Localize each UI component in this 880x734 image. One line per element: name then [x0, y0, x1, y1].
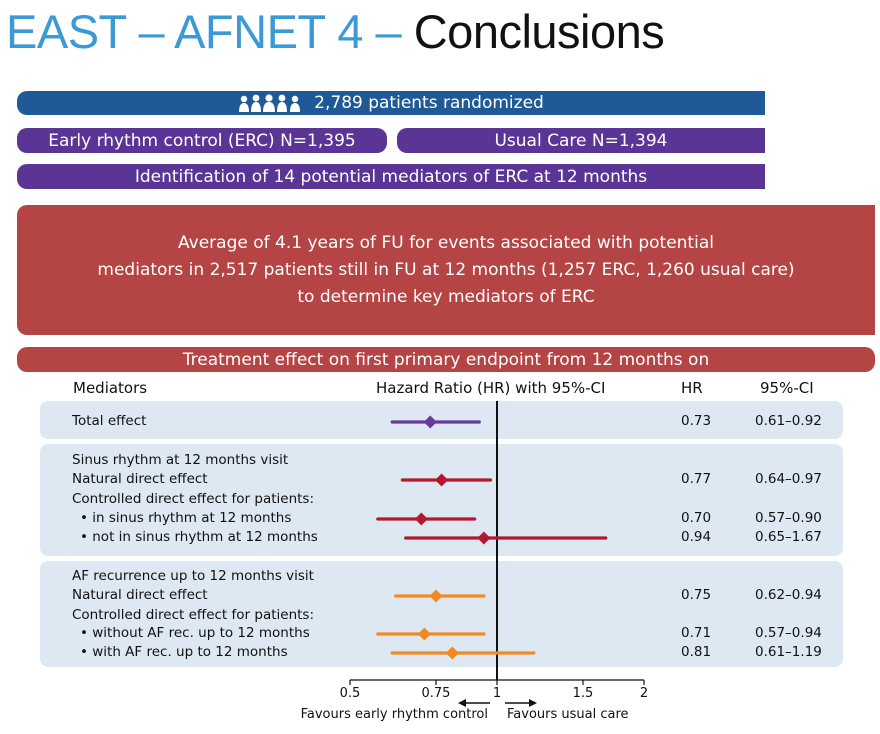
row-ci-value: 0.64–0.97 — [755, 471, 822, 487]
row-ci-value: 0.61–0.92 — [755, 413, 822, 429]
randomized-label: 2,789 patients randomized — [314, 93, 544, 113]
patients-icon — [239, 94, 301, 112]
panel-af-recurrence — [40, 561, 843, 667]
row-hr-value: 0.75 — [681, 587, 712, 603]
row-label: • not in sinus rhythm at 12 months — [80, 529, 318, 545]
group-label-af: AF recurrence up to 12 months visit — [72, 568, 314, 584]
row-ci-value: 0.57–0.90 — [755, 510, 822, 526]
row-label: Natural direct effect — [72, 587, 208, 603]
row-hr-value: 0.94 — [681, 529, 712, 545]
x-tick-label: 0.75 — [422, 686, 451, 701]
row-label: • in sinus rhythm at 12 months — [80, 510, 292, 526]
row-label: Natural direct effect — [72, 471, 208, 487]
follow-up-box: Average of 4.1 years of FU for events as… — [17, 205, 875, 335]
favours-erc-label: Favours early rhythm control — [301, 707, 488, 722]
treatment-effect-bar: Treatment effect on first primary endpoi… — [17, 347, 875, 372]
randomized-bar: 2,789 patients randomized — [17, 91, 765, 115]
row-label: • with AF rec. up to 12 months — [80, 644, 288, 660]
x-tick-label: 1 — [493, 686, 501, 701]
row-label: • without AF rec. up to 12 months — [80, 625, 310, 641]
group-label-sinus: Sinus rhythm at 12 months visit — [72, 452, 289, 468]
row-hr-value: 0.81 — [681, 644, 712, 660]
header-hr: HR — [681, 379, 703, 397]
erc-arm-label: Early rhythm control (ERC) N=1,395 — [48, 130, 356, 151]
hr-marker — [445, 646, 459, 660]
hr-marker — [417, 627, 431, 641]
row-hr-value: 0.71 — [681, 625, 712, 641]
header-mediators: Mediators — [73, 379, 148, 397]
row-hr-value: 0.77 — [681, 471, 712, 487]
row-hr-value: 0.73 — [681, 413, 712, 429]
hr-marker — [429, 589, 443, 603]
title-study: EAST – AFNET 4 – — [6, 5, 414, 58]
row-ci-value: 0.62–0.94 — [755, 587, 822, 603]
hr-marker — [477, 531, 491, 545]
follow-up-line-3: to determine key mediators of ERC — [297, 286, 595, 307]
row-ci-value: 0.57–0.94 — [755, 625, 822, 641]
treatment-effect-label: Treatment effect on first primary endpoi… — [182, 349, 710, 370]
header-ci: 95%-CI — [760, 379, 814, 397]
row-label: Total effect — [72, 413, 147, 429]
hr-marker — [423, 415, 437, 429]
usual-care-arm-bar: Usual Care N=1,394 — [397, 128, 765, 153]
row-ci-value: 0.65–1.67 — [755, 529, 822, 545]
x-tick-label: 0.5 — [340, 686, 361, 701]
arrow-left-icon — [458, 699, 466, 707]
mediators-label: Identification of 14 potential mediators… — [134, 166, 648, 187]
x-tick-label: 2 — [640, 686, 648, 701]
x-tick-label: 1.5 — [573, 686, 594, 701]
favours-usual-care-label: Favours usual care — [507, 707, 629, 722]
hr-marker — [414, 512, 428, 526]
follow-up-line-2: mediators in 2,517 patients still in FU … — [97, 259, 795, 280]
hr-marker — [435, 473, 449, 487]
page-title: EAST – AFNET 4 – Conclusions — [6, 4, 665, 59]
panel-total-effect — [40, 401, 843, 439]
arrow-right-icon — [529, 699, 537, 707]
follow-up-line-1: Average of 4.1 years of FU for events as… — [178, 232, 714, 253]
group-label-sinus-controlled: Controlled direct effect for patients: — [72, 491, 314, 507]
usual-care-arm-label: Usual Care N=1,394 — [494, 130, 668, 151]
erc-arm-bar: Early rhythm control (ERC) N=1,395 — [17, 128, 387, 153]
header-hr-ci: Hazard Ratio (HR) with 95%-CI — [376, 379, 606, 397]
mediators-bar: Identification of 14 potential mediators… — [17, 164, 765, 189]
group-label-af-controlled: Controlled direct effect for patients: — [72, 607, 314, 623]
row-hr-value: 0.70 — [681, 510, 712, 526]
title-conclusions: Conclusions — [413, 5, 665, 58]
row-ci-value: 0.61–1.19 — [755, 644, 822, 660]
